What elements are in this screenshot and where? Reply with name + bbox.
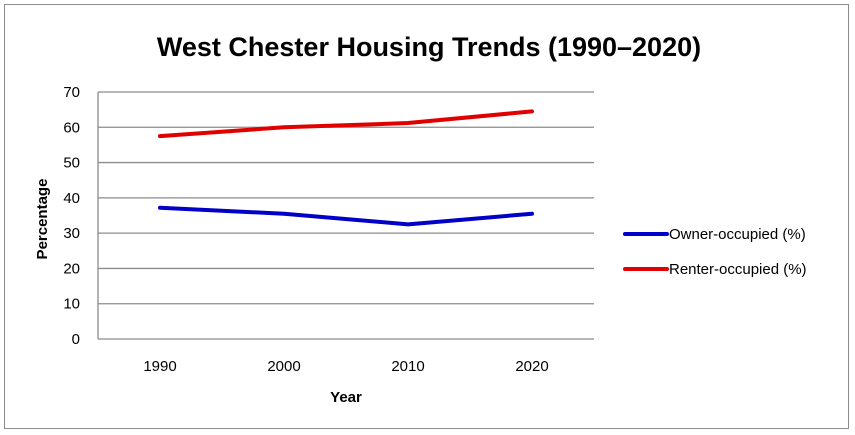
x-tick-label: 2010 xyxy=(391,358,424,375)
chart-title: West Chester Housing Trends (1990–2020) xyxy=(157,32,701,62)
x-axis-ticks: 1990 2000 2010 2020 xyxy=(143,358,548,375)
x-axis-title: Year xyxy=(330,389,362,406)
x-tick-label: 1990 xyxy=(143,358,176,375)
y-tick-label: 70 xyxy=(63,84,80,101)
legend-label: Renter-occupied (%) xyxy=(669,261,807,278)
y-axis-ticks: 0 10 20 30 40 50 60 70 xyxy=(63,84,80,348)
y-tick-label: 30 xyxy=(63,225,80,242)
series-line-owner-occupied xyxy=(158,205,534,227)
x-tick-label: 2020 xyxy=(515,358,548,375)
y-tick-label: 10 xyxy=(63,296,80,313)
series-layer xyxy=(158,109,534,227)
y-tick-label: 60 xyxy=(63,119,80,136)
x-tick-label: 2000 xyxy=(267,358,300,375)
y-tick-label: 0 xyxy=(72,331,80,348)
y-tick-label: 20 xyxy=(63,260,80,277)
y-tick-label: 50 xyxy=(63,155,80,172)
line-chart: West Chester Housing Trends (1990–2020) … xyxy=(34,32,807,406)
y-tick-label: 40 xyxy=(63,190,80,207)
chart-area[interactable]: West Chester Housing Trends (1990–2020) … xyxy=(4,4,849,429)
gridlines xyxy=(97,91,594,340)
series-line-renter-occupied xyxy=(158,109,534,139)
legend: Owner-occupied (%) Renter-occupied (%) xyxy=(623,226,807,278)
y-axis-title: Percentage xyxy=(34,179,51,260)
legend-label: Owner-occupied (%) xyxy=(669,226,806,243)
